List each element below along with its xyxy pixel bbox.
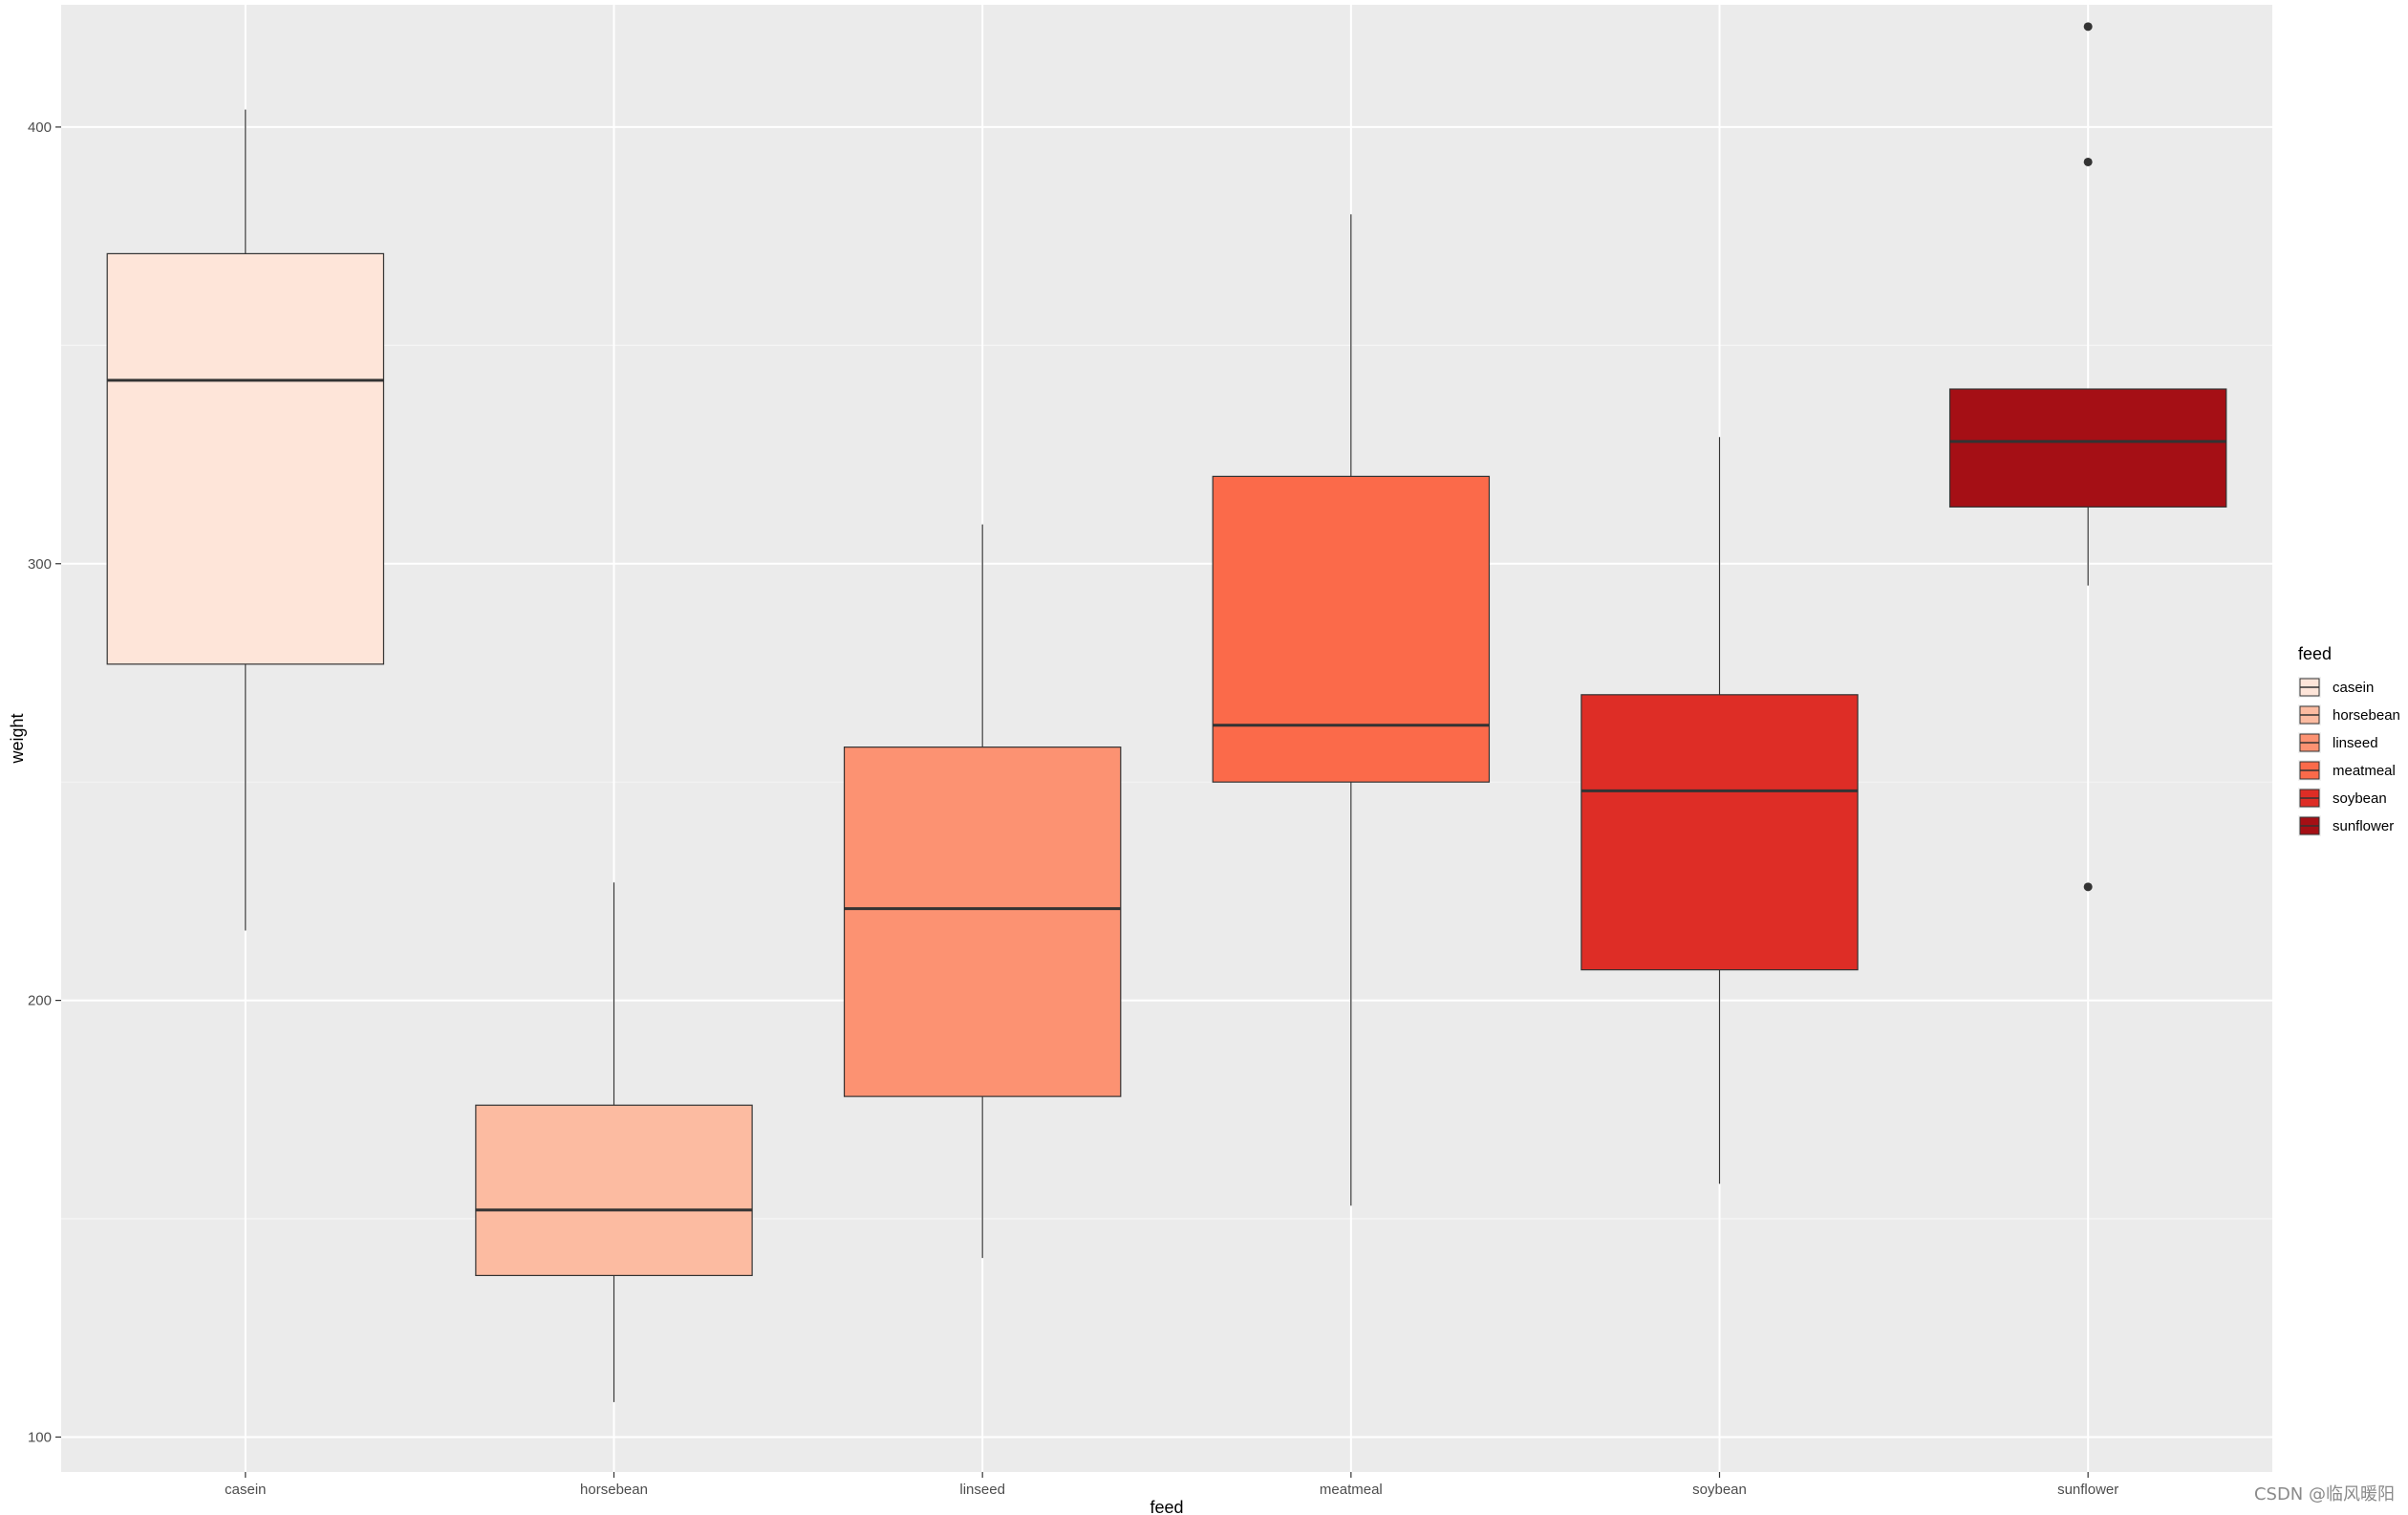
- legend-label: sunflower: [2333, 818, 2394, 834]
- y-axis: 100 200 300 400: [28, 119, 61, 1445]
- y-axis-title: weight: [8, 713, 27, 764]
- box-soybean: [1580, 437, 1859, 1184]
- y-tick-label: 200: [28, 993, 52, 1009]
- legend-label: meatmeal: [2333, 763, 2396, 779]
- box-sunflower: [1948, 22, 2227, 892]
- y-tick-label: 400: [28, 119, 52, 136]
- box-casein: [106, 109, 385, 931]
- y-tick-label: 300: [28, 556, 52, 573]
- outlier-point: [2083, 157, 2093, 166]
- box-linseed: [843, 524, 1122, 1259]
- box-body: [1580, 694, 1859, 971]
- legend-label: soybean: [2333, 790, 2387, 807]
- legend: feed casein horsebean linseed meatmeal soybe…: [2298, 644, 2400, 836]
- minor-gridlines: [61, 344, 2272, 1220]
- box-body: [843, 747, 1122, 1097]
- watermark: CSDN @临风暖阳: [2253, 1484, 2395, 1504]
- box-horsebean: [475, 882, 753, 1402]
- plot-panel: [61, 5, 2272, 1472]
- legend-title: feed: [2298, 644, 2332, 663]
- x-tick-label: casein: [225, 1482, 266, 1498]
- x-tick-label: linseed: [959, 1482, 1005, 1498]
- y-tick-label: 100: [28, 1429, 52, 1445]
- legend-label: casein: [2333, 680, 2374, 696]
- x-tick-label: soybean: [1692, 1482, 1747, 1498]
- outlier-point: [2083, 22, 2093, 32]
- box-body: [1948, 388, 2227, 508]
- box-meatmeal: [1212, 214, 1491, 1206]
- box-body: [475, 1104, 753, 1277]
- x-axis: casein horsebean linseed meatmeal soybean sun…: [225, 1472, 2118, 1498]
- legend-label: horsebean: [2333, 707, 2400, 724]
- legend-label: linseed: [2333, 735, 2378, 751]
- box-body: [106, 252, 385, 665]
- x-axis-title: feed: [1150, 1498, 1183, 1515]
- box-body: [1212, 475, 1491, 783]
- boxes: [106, 22, 2227, 1402]
- x-tick-label: sunflower: [2057, 1482, 2118, 1498]
- x-tick-label: horsebean: [580, 1482, 648, 1498]
- outlier-point: [2083, 882, 2093, 892]
- x-tick-label: meatmeal: [1320, 1482, 1383, 1498]
